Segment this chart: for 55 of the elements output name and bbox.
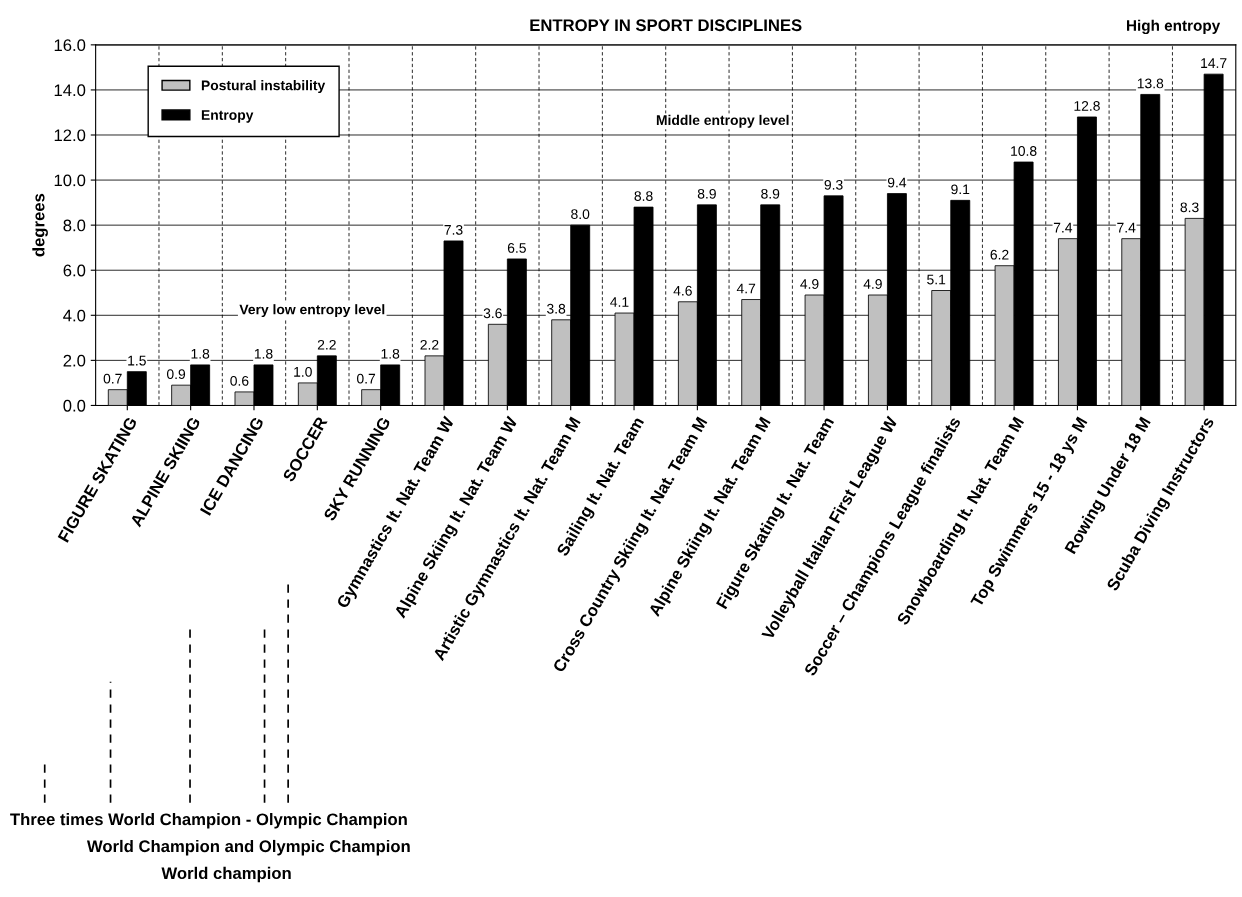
y-axis-title: degrees [32, 193, 48, 257]
data-label: 8.3 [1180, 202, 1199, 213]
y-tick-label: 10.0 [54, 174, 86, 187]
data-label: 4.9 [863, 279, 882, 289]
data-label: 9.3 [824, 179, 843, 190]
data-label: 1.5 [128, 355, 146, 366]
data-label: 9.1 [951, 184, 970, 195]
data-label: 3.6 [483, 308, 502, 319]
annotation: Middle entropy level [656, 114, 789, 128]
data-label: 0.7 [356, 373, 376, 384]
data-label: 6.2 [990, 249, 1009, 260]
text: World Champion and Olympic Champion [86, 839, 410, 856]
y-tick-label: 12.0 [54, 129, 86, 142]
annotation: Very low entropy level [239, 304, 385, 318]
data-label: 8.8 [634, 191, 653, 201]
y-tick-label: 2.0 [63, 354, 86, 367]
data-label: 2.2 [420, 339, 439, 350]
data-label: 3.8 [547, 303, 566, 314]
y-tick-label: 16.0 [54, 39, 86, 52]
legend-label: Entropy [201, 110, 254, 123]
data-label: 0.9 [166, 369, 186, 380]
data-label: 0.6 [230, 375, 249, 386]
data-label: 0.7 [103, 373, 122, 384]
data-label: 8.0 [571, 209, 590, 220]
data-label: 7.3 [444, 224, 463, 235]
data-label: 12.8 [1074, 101, 1100, 111]
data-label: 1.8 [254, 348, 273, 359]
y-tick-label: 0.0 [63, 399, 86, 412]
data-label: 10.8 [1011, 146, 1037, 156]
data-label: 4.7 [736, 283, 756, 294]
data-label: 4.6 [673, 285, 692, 296]
data-label: 4.1 [610, 297, 629, 307]
text: World champion [161, 866, 291, 883]
text: High entropy [1127, 19, 1221, 35]
data-label: 7.4 [1053, 222, 1073, 233]
data-label: 9.4 [887, 177, 907, 188]
data-label: 1.8 [381, 348, 400, 359]
data-label: 4.9 [800, 279, 819, 289]
data-label: 1.0 [294, 366, 312, 377]
data-label: 13.8 [1137, 78, 1164, 89]
legend-label: Postural instability [201, 80, 326, 94]
y-tick-label: 4.0 [63, 309, 86, 322]
y-tick-label: 8.0 [63, 219, 86, 232]
chart-title: ENTROPY IN SPORT DISCIPLINES [530, 19, 802, 32]
data-label: 8.9 [697, 188, 716, 199]
text: Three times World Champion - Olympic Champion [10, 812, 407, 829]
data-label: 14.7 [1201, 58, 1227, 68]
data-label: 8.9 [761, 188, 780, 199]
data-label: 1.8 [191, 348, 210, 359]
data-label: 5.1 [927, 274, 946, 285]
data-label: 2.2 [317, 339, 336, 350]
data-label: 6.5 [507, 242, 526, 253]
y-tick-label: 14.0 [54, 84, 86, 97]
y-tick-label: 6.0 [63, 264, 86, 277]
data-label: 7.4 [1117, 222, 1136, 233]
